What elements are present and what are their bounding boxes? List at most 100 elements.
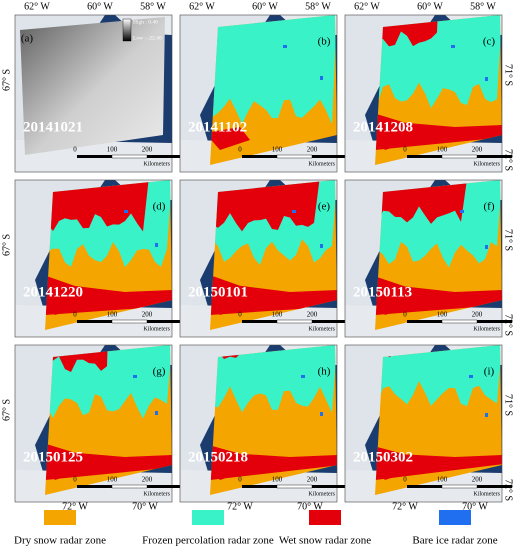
land <box>180 15 270 172</box>
top-axis-label: 58° W <box>140 1 166 12</box>
map-body <box>15 345 172 502</box>
zones <box>375 15 502 165</box>
bottom-axis-label: 72° W <box>227 501 253 512</box>
scale-tick: 0 <box>73 311 77 319</box>
scale-tick: 0 <box>403 476 407 484</box>
scale-tick: 0 <box>73 476 77 484</box>
scale-bar <box>77 320 112 323</box>
scale-bar <box>441 154 478 159</box>
bare-ice-zone <box>320 244 323 248</box>
scale-tick: 200 <box>472 476 483 484</box>
legend-swatch <box>309 510 341 525</box>
scale-unit: Kilometers <box>308 161 335 167</box>
legend-swatch <box>192 510 224 525</box>
scale-tick: 200 <box>307 476 318 484</box>
right-axis-label: 72° S <box>503 149 514 171</box>
panel-border <box>344 14 503 173</box>
scale-tick: 100 <box>437 146 448 154</box>
map-panel: (d) 20141220 0 100 200 Kilometers <box>14 179 182 338</box>
scale-bar <box>242 485 277 488</box>
panel-label: (g) <box>153 366 166 378</box>
panel-date: 20150302 <box>353 449 413 465</box>
scale-bar <box>276 484 313 489</box>
zones <box>210 345 337 495</box>
map-body <box>15 15 172 172</box>
scale-tick: 0 <box>403 311 407 319</box>
panel-label: (i) <box>484 366 495 378</box>
land <box>180 345 270 502</box>
legend-label: Bare ice radar zone <box>412 535 497 547</box>
panel-label: (f) <box>484 201 495 213</box>
bare-ice-zone <box>320 412 323 416</box>
scale-bar <box>276 154 313 159</box>
frozen-percolation-zone <box>210 345 337 420</box>
scale-tick: 0 <box>403 146 407 154</box>
bare-ice-zone <box>301 375 305 378</box>
frozen-percolation-zone <box>375 345 502 415</box>
map-panel: (c) 20141208 0 100 200 Kilometers <box>344 14 512 173</box>
panel-label: (e) <box>318 201 331 213</box>
frozen-percolation-zone <box>45 345 172 425</box>
bottom-axis-label: 72° W <box>392 501 418 512</box>
scale-tick: 0 <box>238 311 242 319</box>
bottom-axis-label: 70° W <box>132 501 158 512</box>
legend-label: Frozen percolation radar zone <box>142 535 274 547</box>
panel-date: 20150113 <box>353 284 412 300</box>
land <box>345 180 435 337</box>
wet-snow-zone <box>45 292 85 315</box>
right-axis-label: 71° S <box>503 229 514 251</box>
map-panel: (h) 20150218 0 100 200 Kilometers <box>179 344 347 503</box>
map-body <box>345 345 502 502</box>
bare-ice-zone <box>460 210 464 213</box>
panel-label: (d) <box>153 201 166 213</box>
wet-snow-zone <box>210 180 320 232</box>
panel-date: 20141021 <box>23 119 83 135</box>
scale-bar <box>407 485 442 488</box>
land <box>15 345 105 502</box>
scale-bar <box>477 320 512 323</box>
scale-bar <box>312 485 347 488</box>
panel-border <box>344 344 503 503</box>
bottom-axis-label: 70° W <box>297 501 323 512</box>
scale-unit: Kilometers <box>143 161 170 167</box>
map-panel: (a) 20141021 0 100 200 Kilometers High : 0.40 L… <box>14 14 182 173</box>
bare-ice-zone <box>133 375 137 378</box>
top-axis-label: 60° W <box>252 1 278 12</box>
wet-snow-zone <box>210 292 250 315</box>
scale-tick: 200 <box>472 146 483 154</box>
wet-snow-zone <box>45 180 149 232</box>
scale-tick: 100 <box>107 146 118 154</box>
scale-bar <box>147 155 182 158</box>
panel-border <box>14 179 173 338</box>
left-axis-label: 67° S <box>1 399 12 421</box>
panel-label: (h) <box>318 366 331 378</box>
scale-unit: Kilometers <box>308 491 335 497</box>
scale-unit: Kilometers <box>143 326 170 332</box>
scale-tick: 100 <box>272 476 283 484</box>
top-axis-label: 60° W <box>417 1 443 12</box>
scale-tick: 200 <box>142 476 153 484</box>
scale-tick: 0 <box>238 476 242 484</box>
scale-bar <box>407 320 442 323</box>
map-panel: (f) 20150113 0 100 200 Kilometers <box>344 179 512 338</box>
scale-unit: Kilometers <box>473 326 500 332</box>
wet-snow-zone <box>45 457 85 480</box>
panel-border <box>14 14 173 173</box>
scale-bar <box>111 484 148 489</box>
scale-bar <box>312 320 347 323</box>
intensity-bar <box>122 18 132 42</box>
scale-tick: 200 <box>142 146 153 154</box>
bare-ice-zone <box>155 243 158 247</box>
scale-tick: 200 <box>307 311 318 319</box>
bottom-axis-label: 72° W <box>62 501 88 512</box>
top-axis-label: 62° W <box>354 1 380 12</box>
bare-ice-zone <box>485 245 488 249</box>
scale-bar <box>77 155 112 158</box>
scale-bar <box>477 155 512 158</box>
top-axis-label: 60° W <box>87 1 113 12</box>
bottom-axis-label: 70° W <box>462 501 488 512</box>
intensity-high: High : 0.40 <box>133 19 158 25</box>
scale-bar <box>441 484 478 489</box>
scale-tick: 0 <box>73 146 77 154</box>
